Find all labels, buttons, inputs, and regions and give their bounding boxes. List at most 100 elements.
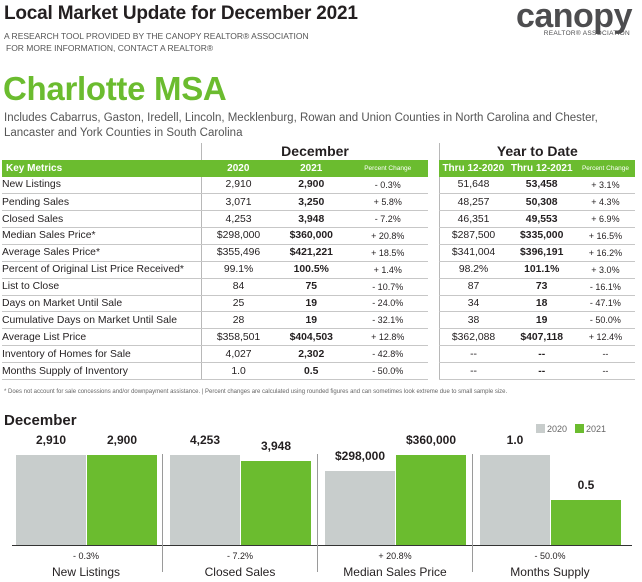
bar-2021 <box>241 461 311 545</box>
cell-dec-pct: - 42.8% <box>347 345 428 364</box>
row-label: Average Sales Price* <box>2 244 202 262</box>
cell-dec-2021: 19 <box>274 311 348 330</box>
legend-label-2021: 2021 <box>586 424 607 434</box>
cell-dec-pct: - 0.3% <box>347 176 428 195</box>
row-label: Average List Price <box>2 328 202 347</box>
canopy-logo-word: canopy <box>515 0 633 35</box>
bar-value-label: $360,000 <box>405 433 457 447</box>
bar-2021 <box>87 455 157 545</box>
bar-value-label: 3,948 <box>260 439 292 454</box>
cell-ytd-pct: + 12.4% <box>575 328 635 347</box>
area-title: Charlotte MSA <box>3 70 227 107</box>
cell-dec-pct: - 50.0% <box>347 362 428 380</box>
cell-ytd-pct: + 6.9% <box>575 210 635 228</box>
group-gap <box>427 143 440 160</box>
row-gap <box>427 362 440 380</box>
row-label: New Listings <box>2 176 202 195</box>
cell-ytd-2020: 87 <box>438 278 508 296</box>
cell-dec-2020: 4,253 <box>201 210 275 228</box>
row-label: Median Sales Price* <box>2 227 202 245</box>
cell-dec-2021: 0.5 <box>274 362 348 380</box>
row-gap <box>427 261 440 279</box>
cell-ytd-2020: -- <box>438 345 508 364</box>
chart-pct-change: - 7.2% <box>226 551 253 561</box>
table-row: Percent of Original List Price Received*… <box>2 261 635 279</box>
cell-dec-2021: 3,250 <box>274 193 348 212</box>
chart-category-label: Months Supply <box>510 565 590 579</box>
table-row: Pending Sales 3,071 3,250 + 5.8% 48,257 50,30… <box>2 193 635 212</box>
cell-dec-pct: + 5.8% <box>347 193 428 212</box>
chart-category-label: Closed Sales <box>204 565 276 579</box>
row-gap <box>427 311 440 329</box>
table-row: List to Close 84 75- 10.7% 87 73- 16.1% <box>2 278 635 296</box>
chart-legend: 2020 2021 <box>536 424 606 434</box>
subtitle-contact: FOR MORE INFORMATION, CONTACT A REALTOR® <box>6 43 214 53</box>
cell-dec-2020: 3,071 <box>201 193 275 212</box>
cell-dec-pct: - 7.2% <box>347 210 428 228</box>
row-gap <box>427 227 440 245</box>
cell-ytd-2021: 49,553 <box>507 210 576 228</box>
cell-ytd-2020: 46,351 <box>438 210 508 228</box>
cell-ytd-pct: + 4.3% <box>575 193 635 212</box>
cell-dec-pct: - 10.7% <box>347 278 428 296</box>
cell-dec-2021: 100.5% <box>274 261 348 279</box>
cell-dec-2020: 4,027 <box>201 345 275 364</box>
group-december: December <box>201 143 428 160</box>
cell-ytd-pct: -- <box>575 345 635 364</box>
cell-ytd-2021: 73 <box>507 278 576 296</box>
row-label: Inventory of Homes for Sale <box>2 345 202 364</box>
header-gap <box>427 159 440 177</box>
bar-2020 <box>480 455 550 545</box>
col-ytd-pct: Percent Change <box>575 159 635 177</box>
legend-swatch-2021 <box>575 424 585 433</box>
bar-2020 <box>16 455 86 545</box>
chart-category-label: New Listings <box>51 565 121 579</box>
bar-value-label: 1.0 <box>506 433 524 447</box>
bar-value-label: $298,000 <box>334 448 386 463</box>
bar-2021 <box>396 455 466 545</box>
cell-dec-2020: $298,000 <box>201 227 275 245</box>
cell-ytd-pct: + 16.2% <box>575 244 635 262</box>
col-key-metrics: Key Metrics <box>2 159 202 177</box>
cell-dec-pct: + 12.8% <box>347 328 428 347</box>
row-label: Cumulative Days on Market Until Sale <box>2 311 202 330</box>
cell-ytd-2021: $407,118 <box>507 328 576 347</box>
chart-group-divider <box>162 454 163 572</box>
cell-ytd-2020: $341,004 <box>438 244 508 262</box>
table-row: Median Sales Price* $298,000 $360,000 + 20.… <box>2 227 635 245</box>
bar-value-label: 2,900 <box>106 433 138 448</box>
col-2021: 2021 <box>274 159 348 177</box>
bar-value-label: 4,253 <box>189 433 221 447</box>
legend-swatch-2020 <box>536 424 545 433</box>
cell-ytd-2021: 53,458 <box>507 176 576 195</box>
cell-dec-pct: + 20.8% <box>347 227 428 245</box>
key-metrics-table: December Year to Date Key Metrics 2020 2… <box>2 143 635 380</box>
cell-ytd-pct: + 3.1% <box>575 176 635 195</box>
bar-2020 <box>170 455 240 545</box>
row-label: Months Supply of Inventory <box>2 362 202 380</box>
cell-ytd-2020: 34 <box>438 295 508 313</box>
canopy-logo: canopy REALTOR® ASSOCIATION <box>515 0 633 37</box>
page-title: Local Market Update for December 2021 <box>4 3 358 24</box>
cell-ytd-pct: - 50.0% <box>575 311 635 330</box>
cell-dec-pct: + 18.5% <box>347 244 428 262</box>
logo-text: canopy <box>515 0 633 35</box>
december-bar-chart: 2,910 2,900 - 0.3% New Listings 4,253 3,948 - … <box>0 430 642 582</box>
table-row: Closed Sales 4,253 3,948- 7.2% 46,351 49,553… <box>2 210 635 228</box>
cell-ytd-2021: -- <box>507 362 576 380</box>
row-label: Days on Market Until Sale <box>2 295 202 313</box>
chart-title: December <box>4 412 77 429</box>
cell-ytd-pct: - 47.1% <box>575 295 635 313</box>
cell-dec-2021: 19 <box>274 295 348 313</box>
cell-ytd-2021: 19 <box>507 311 576 330</box>
bar-2020 <box>325 470 395 545</box>
cell-dec-2021: 2,900 <box>274 176 348 195</box>
table-row: Months Supply of Inventory 1.0 0.5- 50.0% -… <box>2 362 635 380</box>
table-row: Average List Price $358,501 $404,503 + 12.8… <box>2 328 635 347</box>
cell-dec-2021: 3,948 <box>274 210 348 228</box>
cell-ytd-2020: 48,257 <box>438 193 508 212</box>
subtitle-research-tool: A RESEARCH TOOL PROVIDED BY THE CANOPY R… <box>4 31 309 41</box>
cell-ytd-2020: $287,500 <box>438 227 508 245</box>
row-gap <box>427 295 440 312</box>
row-label: Percent of Original List Price Received* <box>2 261 202 279</box>
